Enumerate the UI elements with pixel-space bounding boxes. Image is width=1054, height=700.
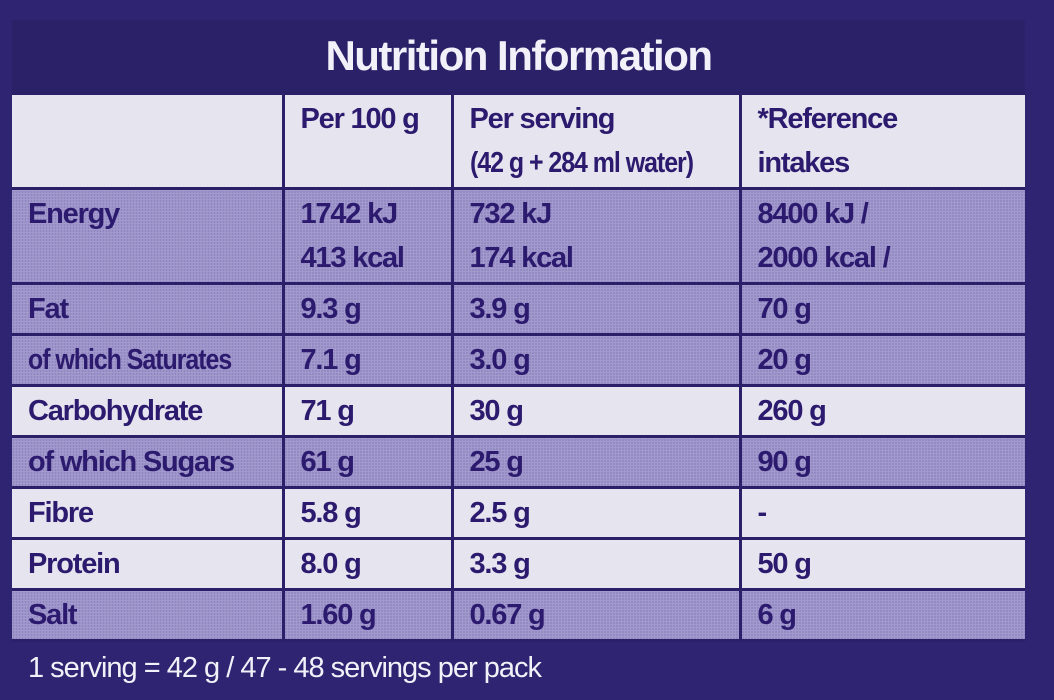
row-label-text: of which Saturates — [28, 344, 232, 376]
title-band: Nutrition Information — [12, 20, 1025, 92]
header-text: Per serving — [469, 103, 616, 135]
table-row: Salt 1.60 g 0.67 g 6 g — [12, 588, 1025, 642]
cell-per-100g: 9.3 g — [281, 282, 454, 336]
cell-text: 413 kcal — [300, 242, 405, 274]
cell-per-serving: 3.0 g — [450, 333, 742, 387]
cell-per-100g: 5.8 g — [281, 486, 454, 540]
cell-per-100g: 1742 kJ 413 kcal — [281, 187, 454, 285]
cell-per-serving: 30 g — [450, 384, 742, 438]
nutrition-table: Per 100 g Per serving (42 g + 284 ml wate… — [12, 92, 1025, 642]
cell-reference: 8400 kJ / 2000 kcal / — [738, 187, 1025, 285]
row-label: of which Sugars — [12, 435, 285, 489]
cell-per-serving: 0.67 g — [450, 588, 742, 642]
cell-reference: 20 g — [738, 333, 1025, 387]
header-text: intakes — [757, 147, 851, 179]
cell-per-100g: 1.60 g — [281, 588, 454, 642]
cell-text: 1742 kJ — [300, 198, 399, 230]
row-label: Fibre — [12, 486, 285, 540]
cell-text: 8400 kJ / — [757, 198, 869, 230]
cell-per-100g: 7.1 g — [281, 333, 454, 387]
table-row: of which Saturates 7.1 g 3.0 g 20 g — [12, 333, 1025, 387]
header-reference-intakes: *Reference intakes — [738, 92, 1025, 190]
header-empty — [12, 92, 285, 190]
table-row: Carbohydrate 71 g 30 g 260 g — [12, 384, 1025, 438]
cell-per-serving: 3.3 g — [450, 537, 742, 591]
cell-reference: 260 g — [738, 384, 1025, 438]
row-label: of which Saturates — [12, 333, 285, 387]
cell-reference: 70 g — [738, 282, 1025, 336]
table-row-energy: Energy 1742 kJ 413 kcal 732 kJ 174 kcal 84… — [12, 187, 1025, 285]
serving-footnote: 1 serving = 42 g / 47 - 48 servings per … — [28, 652, 542, 684]
row-label: Protein — [12, 537, 285, 591]
row-label: Carbohydrate — [12, 384, 285, 438]
row-label: Salt — [12, 588, 285, 642]
cell-per-100g: 61 g — [281, 435, 454, 489]
table-header-row: Per 100 g Per serving (42 g + 284 ml wate… — [12, 92, 1025, 190]
table-row: Fibre 5.8 g 2.5 g - — [12, 486, 1025, 540]
cell-per-serving: 3.9 g — [450, 282, 742, 336]
cell-reference: 90 g — [738, 435, 1025, 489]
cell-per-100g: 71 g — [281, 384, 454, 438]
table-row: Protein 8.0 g 3.3 g 50 g — [12, 537, 1025, 591]
table-row: Fat 9.3 g 3.9 g 70 g — [12, 282, 1025, 336]
row-label: Fat — [12, 282, 285, 336]
header-per-100g: Per 100 g — [281, 92, 454, 190]
cell-reference: - — [738, 486, 1025, 540]
header-text: (42 g + 284 ml water) — [469, 147, 694, 179]
cell-text: 2000 kcal / — [757, 242, 891, 274]
cell-per-serving: 25 g — [450, 435, 742, 489]
header-per-serving: Per serving (42 g + 284 ml water) — [450, 92, 742, 190]
cell-per-100g: 8.0 g — [281, 537, 454, 591]
cell-reference: 6 g — [738, 588, 1025, 642]
cell-text: 732 kJ — [469, 198, 553, 230]
header-text: *Reference — [757, 103, 899, 135]
cell-reference: 50 g — [738, 537, 1025, 591]
row-label: Energy — [12, 187, 285, 285]
table-row: of which Sugars 61 g 25 g 90 g — [12, 435, 1025, 489]
label-title: Nutrition Information — [325, 32, 713, 79]
cell-text: 174 kcal — [469, 242, 574, 274]
cell-per-serving: 732 kJ 174 kcal — [450, 187, 742, 285]
cell-per-serving: 2.5 g — [450, 486, 742, 540]
header-text: Per 100 g — [300, 103, 420, 135]
